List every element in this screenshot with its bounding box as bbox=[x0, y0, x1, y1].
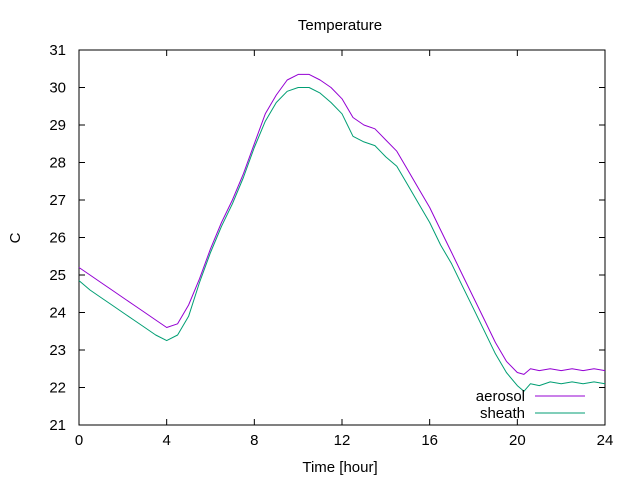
y-tick-label: 24 bbox=[49, 305, 66, 322]
y-tick-label: 23 bbox=[49, 342, 66, 359]
x-axis: 0 4 8 12 16 20 24 bbox=[75, 50, 614, 449]
x-tick-label: 4 bbox=[162, 432, 170, 449]
x-axis-label: Time [hour] bbox=[302, 459, 377, 476]
plot-frame bbox=[78, 49, 606, 426]
x-tick-label: 16 bbox=[421, 432, 438, 449]
x-tick-label: 8 bbox=[250, 432, 258, 449]
legend-label-sheath: sheath bbox=[480, 405, 525, 422]
series-layer bbox=[78, 73, 606, 392]
y-axis: 21 22 23 24 25 26 27 28 29 30 31 bbox=[49, 42, 605, 434]
y-tick-label: 31 bbox=[49, 42, 66, 59]
x-tick-label: 24 bbox=[597, 432, 614, 449]
y-tick-label: 27 bbox=[49, 192, 66, 209]
x-tick-label: 12 bbox=[334, 432, 351, 449]
y-tick-label: 25 bbox=[49, 267, 66, 284]
y-tick-label: 29 bbox=[49, 117, 66, 134]
series-line-sheath bbox=[78, 87, 606, 392]
y-tick-label: 28 bbox=[49, 155, 66, 172]
series-line-aerosol bbox=[78, 73, 606, 375]
x-tick-label: 0 bbox=[75, 432, 83, 449]
y-tick-label: 22 bbox=[49, 380, 66, 397]
chart-title: Temperature bbox=[298, 17, 382, 34]
legend-label-aerosol: aerosol bbox=[476, 388, 525, 405]
y-tick-label: 21 bbox=[49, 417, 66, 434]
x-tick-label: 20 bbox=[509, 432, 526, 449]
y-tick-label: 30 bbox=[49, 80, 66, 97]
y-axis-label: C bbox=[7, 232, 24, 243]
y-tick-label: 26 bbox=[49, 230, 66, 247]
